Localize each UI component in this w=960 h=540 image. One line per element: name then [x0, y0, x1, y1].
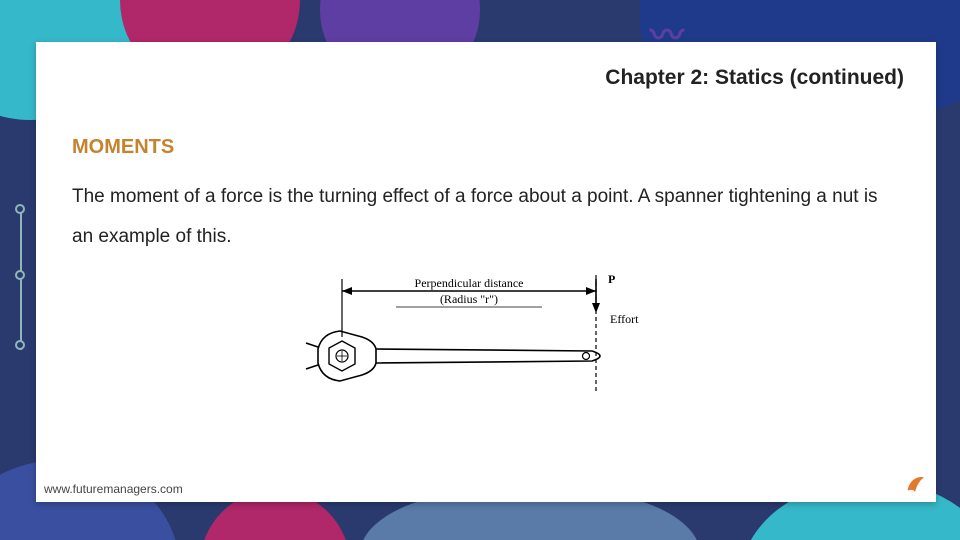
label-effort: Effort — [610, 312, 639, 326]
slide-card: Chapter 2: Statics (continued) MOMENTS T… — [36, 42, 936, 502]
footer-url: www.futuremanagers.com — [44, 482, 183, 496]
label-p: P — [608, 272, 615, 286]
figure-container: Perpendicular distance (Radius "r") P Ef… — [62, 267, 910, 397]
bg-circuit-icon — [6, 210, 36, 350]
brand-logo-icon — [904, 472, 926, 494]
body-paragraph: The moment of a force is the turning eff… — [72, 177, 900, 257]
dim-label-bottom: (Radius "r") — [440, 292, 498, 306]
chapter-title: Chapter 2: Statics (continued) — [62, 66, 904, 90]
section-heading: MOMENTS — [72, 136, 910, 159]
spanner-diagram: Perpendicular distance (Radius "r") P Ef… — [296, 267, 676, 397]
dim-label-top: Perpendicular distance — [415, 276, 524, 290]
